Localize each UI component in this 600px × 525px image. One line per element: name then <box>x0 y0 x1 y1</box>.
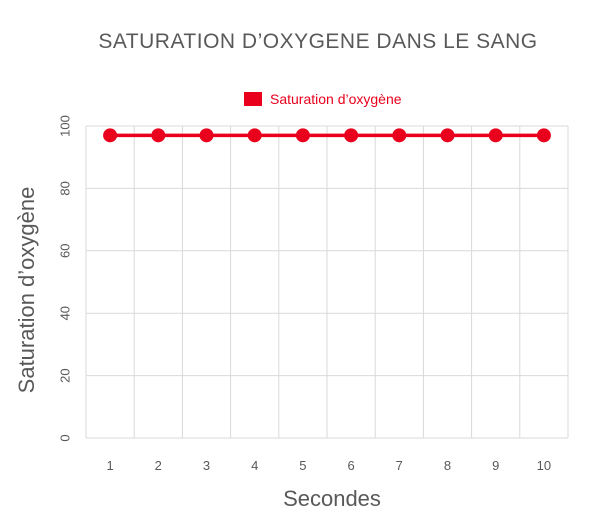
x-axis-ticks: 1 2 3 4 5 6 7 8 9 10 <box>106 458 551 473</box>
legend: Saturation d’oxygène <box>244 91 402 107</box>
x-tick-label: 3 <box>203 458 210 473</box>
data-point <box>440 128 455 143</box>
x-tick-label: 5 <box>299 458 306 473</box>
x-tick-label: 10 <box>537 458 551 473</box>
y-tick-label: 0 <box>57 434 72 441</box>
legend-label: Saturation d’oxygène <box>270 91 402 107</box>
x-tick-label: 6 <box>347 458 354 473</box>
grid <box>85 125 569 439</box>
data-point <box>295 128 310 143</box>
y-tick-label: 60 <box>57 244 72 258</box>
x-axis-title: Secondes <box>283 486 381 511</box>
data-point <box>103 128 118 143</box>
data-point <box>247 128 262 143</box>
data-point <box>151 128 166 143</box>
x-tick-label: 2 <box>155 458 162 473</box>
data-point <box>199 128 214 143</box>
y-tick-label: 100 <box>57 115 72 137</box>
x-tick-label: 4 <box>251 458 258 473</box>
chart-title: SATURATION D’OXYGENE DANS LE SANG <box>98 30 537 53</box>
y-axis-title: Saturation d’oxygène <box>14 187 39 394</box>
data-point <box>488 128 503 143</box>
x-tick-label: 8 <box>444 458 451 473</box>
y-tick-label: 80 <box>57 181 72 195</box>
y-tick-label: 40 <box>57 306 72 320</box>
x-tick-label: 1 <box>106 458 113 473</box>
y-axis-ticks: 0 20 40 60 80 100 <box>57 115 72 441</box>
data-point <box>536 128 551 143</box>
x-tick-label: 7 <box>396 458 403 473</box>
x-tick-label: 9 <box>492 458 499 473</box>
legend-swatch <box>244 92 262 106</box>
data-point <box>392 128 407 143</box>
y-tick-label: 20 <box>57 368 72 382</box>
series-saturation <box>103 128 551 143</box>
data-point <box>344 128 359 143</box>
